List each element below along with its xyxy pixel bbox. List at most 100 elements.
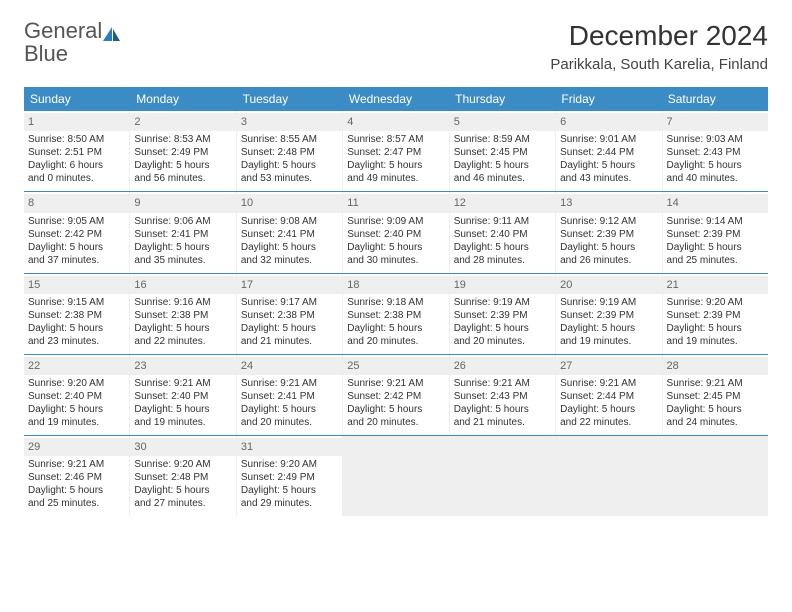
day-number: 12 (454, 197, 466, 209)
day-header: Wednesday (343, 87, 449, 111)
day-sunrise: Sunrise: 9:11 AM (454, 215, 551, 228)
daynum-row: 7 (663, 113, 768, 131)
calendar-week: 1Sunrise: 8:50 AMSunset: 2:51 PMDaylight… (24, 111, 768, 192)
day-header: Thursday (449, 87, 555, 111)
day-sunrise: Sunrise: 8:53 AM (134, 133, 231, 146)
day-sunset: Sunset: 2:40 PM (347, 228, 444, 241)
day-day2: and 28 minutes. (454, 254, 551, 267)
day-number: 20 (560, 279, 572, 291)
day-sunrise: Sunrise: 9:20 AM (134, 458, 231, 471)
daynum-row: 31 (237, 438, 342, 456)
calendar-day: 23Sunrise: 9:21 AMSunset: 2:40 PMDayligh… (130, 355, 236, 435)
daynum-row: 27 (556, 357, 661, 375)
day-number: 9 (134, 197, 140, 209)
day-sunrise: Sunrise: 9:21 AM (560, 377, 657, 390)
day-day2: and 20 minutes. (454, 335, 551, 348)
day-sunset: Sunset: 2:43 PM (667, 146, 764, 159)
day-number: 21 (667, 279, 679, 291)
day-number: 3 (241, 116, 247, 128)
daynum-row: 13 (556, 194, 661, 212)
calendar-day: 25Sunrise: 9:21 AMSunset: 2:42 PMDayligh… (343, 355, 449, 435)
day-number: 25 (347, 360, 359, 372)
sail-icon (102, 25, 122, 43)
logo: General Blue (24, 20, 122, 66)
calendar-day: 26Sunrise: 9:21 AMSunset: 2:43 PMDayligh… (450, 355, 556, 435)
calendar-day: 15Sunrise: 9:15 AMSunset: 2:38 PMDayligh… (24, 274, 130, 354)
day-number: 14 (667, 197, 679, 209)
day-sunset: Sunset: 2:51 PM (28, 146, 125, 159)
day-sunset: Sunset: 2:40 PM (134, 390, 231, 403)
daynum-row: 24 (237, 357, 342, 375)
day-day1: Daylight: 5 hours (241, 403, 338, 416)
day-day1: Daylight: 5 hours (347, 159, 444, 172)
calendar-day: 1Sunrise: 8:50 AMSunset: 2:51 PMDaylight… (24, 111, 130, 191)
daynum-row: 5 (450, 113, 555, 131)
day-number: 22 (28, 360, 40, 372)
day-number: 13 (560, 197, 572, 209)
calendar: Sunday Monday Tuesday Wednesday Thursday… (24, 87, 768, 516)
day-day2: and 49 minutes. (347, 172, 444, 185)
day-header: Tuesday (237, 87, 343, 111)
day-header: Friday (555, 87, 661, 111)
day-sunrise: Sunrise: 8:59 AM (454, 133, 551, 146)
daynum-row: 30 (130, 438, 235, 456)
daynum-row: 4 (343, 113, 448, 131)
day-day1: Daylight: 5 hours (134, 484, 231, 497)
daynum-row: 17 (237, 276, 342, 294)
calendar-day: 27Sunrise: 9:21 AMSunset: 2:44 PMDayligh… (556, 355, 662, 435)
day-day2: and 20 minutes. (241, 416, 338, 429)
day-day2: and 25 minutes. (667, 254, 764, 267)
calendar-day: 14Sunrise: 9:14 AMSunset: 2:39 PMDayligh… (663, 192, 768, 272)
calendar-day (663, 436, 768, 516)
daynum-row: 2 (130, 113, 235, 131)
day-day1: Daylight: 5 hours (454, 322, 551, 335)
day-number: 23 (134, 360, 146, 372)
day-number: 27 (560, 360, 572, 372)
daynum-row: 6 (556, 113, 661, 131)
day-day1: Daylight: 5 hours (560, 241, 657, 254)
day-header: Sunday (24, 87, 130, 111)
day-sunset: Sunset: 2:48 PM (241, 146, 338, 159)
day-sunset: Sunset: 2:44 PM (560, 146, 657, 159)
day-day1: Daylight: 5 hours (134, 159, 231, 172)
day-day2: and 26 minutes. (560, 254, 657, 267)
calendar-day: 7Sunrise: 9:03 AMSunset: 2:43 PMDaylight… (663, 111, 768, 191)
calendar-day: 11Sunrise: 9:09 AMSunset: 2:40 PMDayligh… (343, 192, 449, 272)
day-sunset: Sunset: 2:43 PM (454, 390, 551, 403)
daynum-row: 18 (343, 276, 448, 294)
day-day1: Daylight: 5 hours (454, 241, 551, 254)
day-sunset: Sunset: 2:41 PM (134, 228, 231, 241)
day-day2: and 19 minutes. (667, 335, 764, 348)
day-header: Saturday (662, 87, 768, 111)
calendar-day (556, 436, 662, 516)
calendar-day: 28Sunrise: 9:21 AMSunset: 2:45 PMDayligh… (663, 355, 768, 435)
day-sunset: Sunset: 2:45 PM (454, 146, 551, 159)
day-number: 16 (134, 279, 146, 291)
daynum-row: 25 (343, 357, 448, 375)
daynum-row: 16 (130, 276, 235, 294)
calendar-day: 22Sunrise: 9:20 AMSunset: 2:40 PMDayligh… (24, 355, 130, 435)
day-sunset: Sunset: 2:48 PM (134, 471, 231, 484)
daynum-row: 28 (663, 357, 768, 375)
daynum-row: 20 (556, 276, 661, 294)
day-day1: Daylight: 5 hours (241, 159, 338, 172)
day-sunset: Sunset: 2:41 PM (241, 228, 338, 241)
calendar-day: 5Sunrise: 8:59 AMSunset: 2:45 PMDaylight… (450, 111, 556, 191)
location: Parikkala, South Karelia, Finland (550, 56, 768, 73)
day-day1: Daylight: 5 hours (667, 322, 764, 335)
day-sunrise: Sunrise: 9:15 AM (28, 296, 125, 309)
calendar-day (450, 436, 556, 516)
day-day2: and 37 minutes. (28, 254, 125, 267)
day-sunset: Sunset: 2:45 PM (667, 390, 764, 403)
day-sunset: Sunset: 2:38 PM (134, 309, 231, 322)
calendar-day: 31Sunrise: 9:20 AMSunset: 2:49 PMDayligh… (237, 436, 343, 516)
day-number: 29 (28, 441, 40, 453)
day-day2: and 19 minutes. (134, 416, 231, 429)
daynum-row: 10 (237, 194, 342, 212)
calendar-day: 13Sunrise: 9:12 AMSunset: 2:39 PMDayligh… (556, 192, 662, 272)
day-sunrise: Sunrise: 9:21 AM (241, 377, 338, 390)
day-sunrise: Sunrise: 9:21 AM (28, 458, 125, 471)
calendar-week: 15Sunrise: 9:15 AMSunset: 2:38 PMDayligh… (24, 274, 768, 355)
logo-word1: General (24, 18, 102, 43)
day-sunset: Sunset: 2:38 PM (347, 309, 444, 322)
